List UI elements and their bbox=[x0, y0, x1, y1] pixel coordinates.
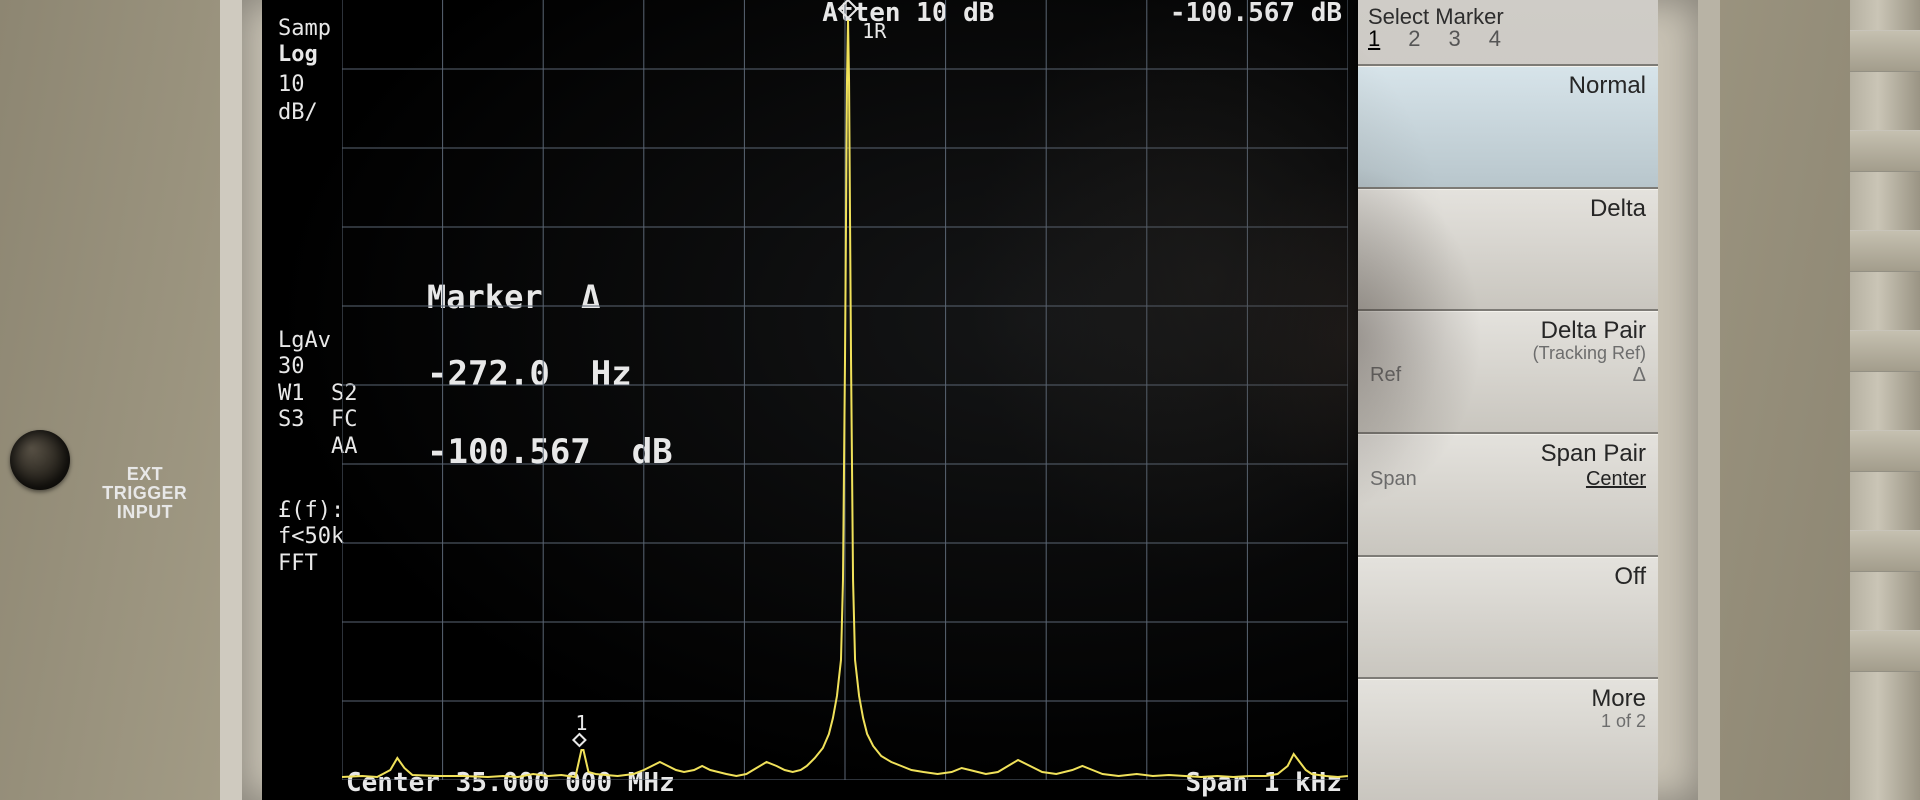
scale-value: 10 bbox=[278, 72, 305, 98]
scale-unit: dB/ bbox=[278, 100, 318, 126]
softkey-delta[interactable]: Delta bbox=[1358, 187, 1658, 310]
log-label: Log bbox=[278, 42, 318, 68]
samp-label: Samp bbox=[278, 16, 331, 42]
softkey-ridges bbox=[1850, 0, 1920, 800]
marker-number-row[interactable]: 1234 bbox=[1368, 26, 1648, 52]
instrument-bezel: EXT TRIGGER INPUT Atten 10 dB -100.567 d… bbox=[0, 0, 1920, 800]
softkey-delta-pair[interactable]: Delta Pair(Tracking Ref)RefΔ bbox=[1358, 309, 1658, 432]
ext-trigger-label: EXT TRIGGER INPUT bbox=[85, 465, 204, 522]
softkey-menu: Select Marker 1234 NormalDeltaDelta Pair… bbox=[1358, 0, 1658, 800]
softkey-more[interactable]: More1 of 2 bbox=[1358, 677, 1658, 800]
softkey-off[interactable]: Off bbox=[1358, 555, 1658, 678]
svg-text:1: 1 bbox=[575, 711, 587, 735]
fft-block: £(f): f<50k FFT bbox=[278, 498, 344, 577]
menu-title-block: Select Marker 1234 bbox=[1358, 0, 1658, 64]
svg-text:1R: 1R bbox=[862, 19, 887, 43]
spectrum-chart: 1R 1 bbox=[342, 0, 1348, 780]
softkey-normal[interactable]: Normal bbox=[1358, 64, 1658, 187]
ext-trigger-connector bbox=[10, 430, 70, 490]
lcd-screen: Atten 10 dB -100.567 dB Samp Log 10 dB/ … bbox=[262, 0, 1658, 800]
softkey-span-pair[interactable]: Span PairSpanCenter bbox=[1358, 432, 1658, 555]
